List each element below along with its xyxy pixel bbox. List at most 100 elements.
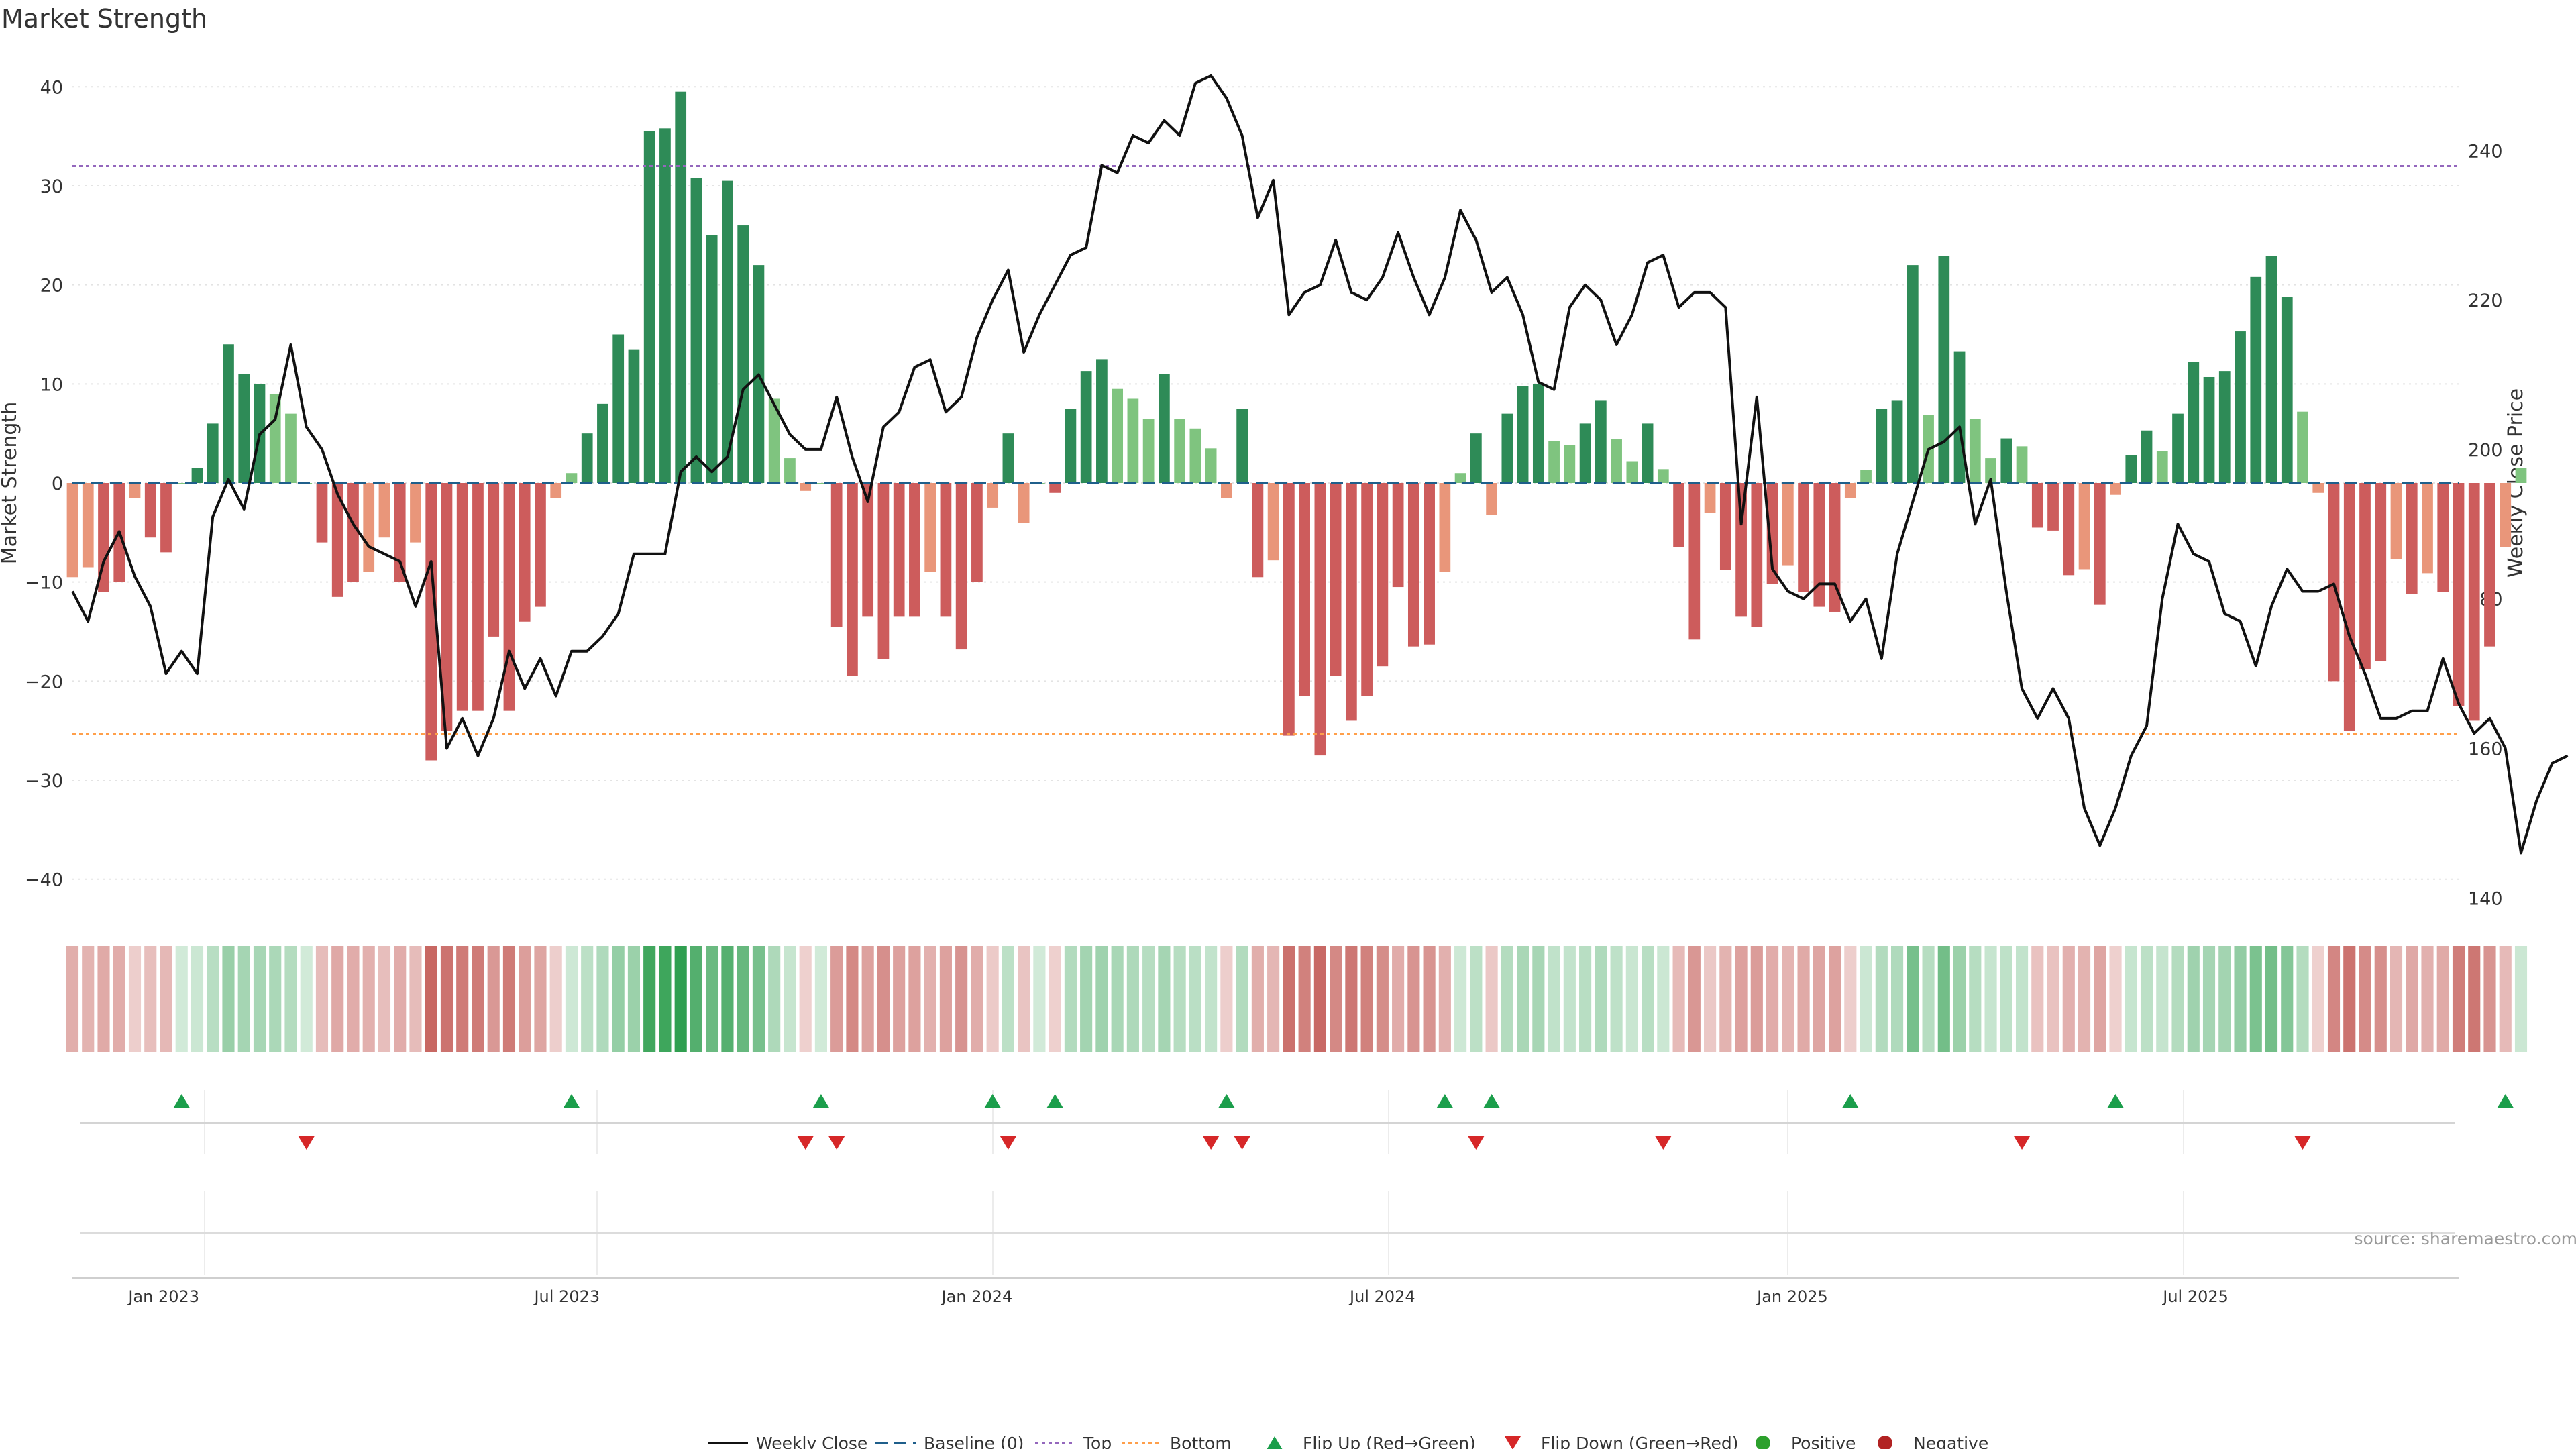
- strength-strip-cell: [846, 946, 859, 1052]
- strength-bar: [519, 483, 531, 622]
- strength-bar: [2047, 483, 2059, 531]
- strength-bar: [207, 423, 219, 483]
- strength-bar: [1159, 374, 1170, 483]
- strength-bar: [1205, 448, 1217, 483]
- strength-strip-cell: [1064, 946, 1077, 1052]
- strength-strip-cell: [581, 946, 594, 1052]
- strength-strip-cell: [1875, 946, 1888, 1052]
- strength-bar: [1953, 351, 1966, 483]
- strength-strip-cell: [1485, 946, 1498, 1052]
- strength-strip-cell: [1828, 946, 1841, 1052]
- strength-strip-cell: [1298, 946, 1311, 1052]
- strength-strip-cell: [128, 946, 142, 1052]
- strength-bar: [909, 483, 920, 617]
- strength-bar: [347, 483, 359, 582]
- legend-label: Positive: [1791, 1434, 1856, 1449]
- strength-bar: [2265, 256, 2277, 483]
- strength-bar: [2500, 483, 2512, 547]
- strength-strip-cell: [113, 946, 125, 1052]
- strength-bar: [659, 128, 671, 484]
- flip-down-marker: [298, 1136, 315, 1150]
- strength-bar: [1657, 469, 1669, 483]
- strength-bar: [550, 483, 562, 498]
- strength-bar: [66, 483, 78, 578]
- strength-strip-cell: [2499, 946, 2512, 1052]
- strength-bar: [2063, 483, 2075, 576]
- y-tick-label: −30: [25, 771, 63, 792]
- strength-strip-cell: [2140, 946, 2153, 1052]
- strength-strip-cell: [82, 946, 95, 1052]
- flip-up-marker: [2107, 1094, 2124, 1108]
- x-tick-label: Jan 2024: [941, 1287, 1013, 1306]
- strength-bar: [924, 483, 936, 572]
- strength-strip-cell: [394, 946, 407, 1052]
- strength-strip-cell: [378, 946, 391, 1052]
- source-label: source: sharemaestro.com: [2355, 1229, 2576, 1248]
- strength-bar: [1532, 384, 1544, 483]
- legend-swatch: [1267, 1436, 1283, 1449]
- strength-strip-cell: [284, 946, 297, 1052]
- strength-strip-cell: [2483, 946, 2496, 1052]
- y2-tick-label: 140: [2468, 888, 2503, 909]
- strength-strip-cell: [2312, 946, 2324, 1052]
- strength-strip-cell: [1267, 946, 1280, 1052]
- strength-bar: [1361, 483, 1373, 696]
- strength-bar: [1735, 483, 1747, 617]
- flip-up-marker: [1436, 1094, 1453, 1108]
- strength-strip-cell: [1423, 946, 1436, 1052]
- strength-strip-cell: [1766, 946, 1779, 1052]
- strength-strip-cell: [1002, 946, 1014, 1052]
- strength-strip-cell: [2171, 946, 2184, 1052]
- strength-bar: [830, 483, 843, 627]
- legend-swatch: [1878, 1436, 1892, 1449]
- strength-bar: [643, 131, 655, 484]
- strength-strip-cell: [1907, 946, 1919, 1052]
- strength-bar: [2250, 276, 2262, 483]
- strength-bar: [1112, 388, 1124, 483]
- y2-tick-label: 220: [2468, 290, 2503, 311]
- y2-tick-label: 160: [2468, 739, 2503, 759]
- strength-strip-cell: [2202, 946, 2216, 1052]
- strength-strip-cell: [924, 946, 936, 1052]
- strength-bar: [1018, 483, 1030, 523]
- y-tick-label: −10: [25, 573, 63, 594]
- strength-bar: [441, 483, 453, 731]
- strength-bar: [98, 483, 109, 592]
- strength-bar: [1267, 483, 1279, 561]
- strength-strip-cell: [2078, 946, 2091, 1052]
- strength-bar: [675, 91, 687, 484]
- strength-bar: [238, 374, 250, 483]
- strength-strip-cell: [315, 946, 329, 1052]
- strength-bar: [1454, 473, 1466, 483]
- strength-strip-cell: [1470, 946, 1483, 1052]
- strength-bar: [1299, 483, 1310, 696]
- strength-strip-cell: [784, 946, 796, 1052]
- flip-up-marker: [1218, 1094, 1235, 1108]
- strength-bar: [425, 483, 437, 761]
- strength-strip-cell: [1049, 946, 1061, 1052]
- strength-strip-cell: [144, 946, 157, 1052]
- strength-strip-cell: [1438, 946, 1451, 1052]
- strength-strip-cell: [2234, 946, 2247, 1052]
- strength-strip-cell: [752, 946, 765, 1052]
- flip-up-marker: [2497, 1094, 2514, 1108]
- strength-strip-cell: [1937, 946, 1950, 1052]
- strength-strip-cell: [1407, 946, 1420, 1052]
- strength-strip-cell: [1080, 946, 1093, 1052]
- strength-strip-cell: [596, 946, 609, 1052]
- strength-bar: [1844, 483, 1856, 498]
- strength-bar: [706, 235, 718, 483]
- strength-bar: [191, 468, 203, 483]
- strength-strip-cell: [2359, 946, 2371, 1052]
- strength-strip-cell: [565, 946, 578, 1052]
- strength-bar: [690, 178, 702, 483]
- strength-strip-cell: [1392, 946, 1405, 1052]
- strength-strip-cell: [534, 946, 547, 1052]
- strength-bar: [1002, 433, 1014, 483]
- strength-strip-cell: [1501, 946, 1513, 1052]
- flip-up-marker: [1842, 1094, 1859, 1108]
- chart-title: Market Strength: [1, 4, 208, 34]
- strength-strip-cell: [2452, 946, 2465, 1052]
- strength-strip-cell: [2047, 946, 2059, 1052]
- strength-strip-cell: [2062, 946, 2075, 1052]
